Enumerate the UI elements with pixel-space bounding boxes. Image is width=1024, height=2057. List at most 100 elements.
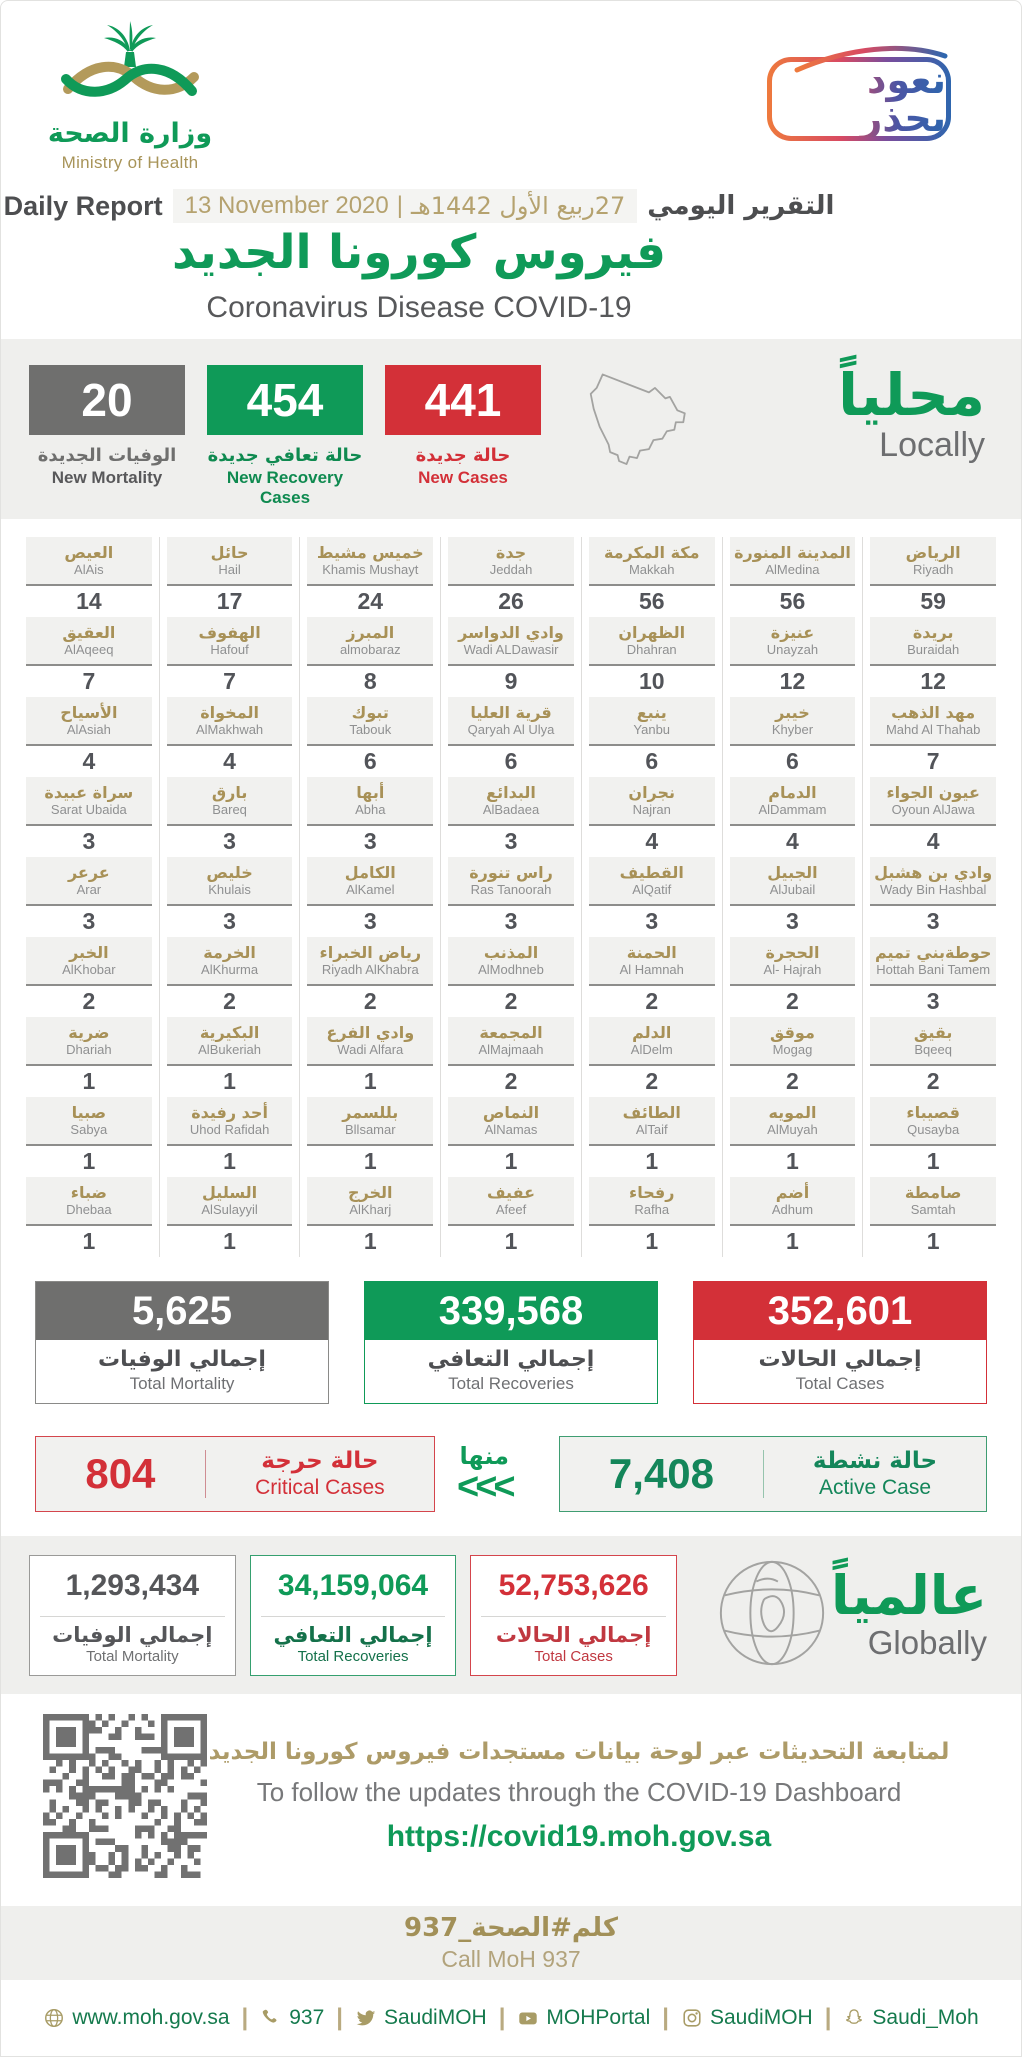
city-case-count: 1 (926, 1228, 940, 1254)
city-case-count: 1 (82, 1148, 96, 1174)
city-case-count: 3 (786, 908, 799, 934)
city-case-count: 17 (216, 588, 243, 614)
date-hijri: 27ربيع الأول 1442هـ (411, 192, 626, 220)
locally-heading-ar: محلياً (838, 361, 985, 429)
city-name-ar: الظهران (618, 622, 686, 642)
call-line-ar: كلم#الصحة_937 (404, 1913, 618, 1943)
city-name-en: Uhod Rafidah (189, 1121, 270, 1137)
total-mortality-label-ar: إجمالي الوفيات (98, 1347, 266, 1372)
cities-column: خميس مشيط Khamis Mushayt 24 المبرز almobaraz… (300, 537, 442, 1257)
city-name-ar: موقق (770, 1022, 815, 1042)
city-case-count: 10 (638, 668, 665, 694)
city-name-box: الرياض Riyadh (870, 537, 997, 586)
total-recoveries-value: 339,568 (365, 1282, 657, 1340)
city-case-count: 1 (645, 1228, 659, 1254)
locally-heading: محلياً Locally (838, 365, 993, 465)
city-name-box: عرعر Arar (26, 857, 152, 906)
city-name-en: Sarat Ubaida (50, 801, 127, 817)
city-case-count: 7 (926, 748, 940, 774)
critical-cases-box: 804 حالة حرجة Critical Cases (35, 1436, 435, 1512)
city-name-box: عيون الجواء Oyoun AlJawa (870, 777, 997, 826)
city-name-box: الخرمة AlKhurma (166, 937, 293, 986)
city-name-ar: المويه (768, 1102, 817, 1122)
city-name-en: AlMedina (765, 561, 820, 577)
city-name-box: موقق Mogag (729, 1017, 856, 1066)
city-name-box: الخبر AlKhobar (26, 937, 152, 986)
city-name-box: الكامل AlKamel (307, 857, 434, 906)
city-name-box: الحمنة Al Hamnah (588, 937, 715, 986)
city-name-ar: الكامل (344, 862, 396, 882)
total-mortality-label-en: Total Mortality (129, 1374, 235, 1393)
city-name-box: العقيق AlAqeeq (26, 617, 152, 666)
city-name-box: النماص AlNamas (448, 1097, 574, 1146)
city-name-en: Khyber (771, 721, 814, 737)
city-name-en: AlMuyah (767, 1121, 818, 1137)
dashboard-text-en: To follow the updates through the COVID-… (256, 1776, 902, 1807)
city-case-count: 6 (645, 748, 659, 774)
city-name-en: Hafouf (210, 641, 249, 657)
global-recoveries-label-en: Total Recoveries (297, 1647, 409, 1665)
city-name-ar: أحد رفيدة (191, 1102, 268, 1122)
city-name-en: AlDammam (758, 801, 827, 817)
new-mortality-label-ar: الوفيات الجديدة (37, 445, 177, 466)
city-name-ar: قرية العليا (470, 702, 552, 722)
city-name-ar: جدة (495, 542, 527, 562)
new-recovery-value: 454 (207, 365, 363, 435)
badge-text: نعود بحذر (772, 61, 946, 137)
return-cautiously-badge: نعود بحذر (767, 45, 951, 141)
logo-title-en: Ministry of Health (61, 153, 199, 172)
city-name-box: أبها Abha (307, 777, 434, 826)
city-name-box: نجران Najran (588, 777, 715, 826)
city-name-en: Riyadh AlKhabra (321, 961, 419, 977)
dashboard-section: لمتابعة التحديثات عبر لوحة بيانات مستجدا… (1, 1694, 1021, 1894)
cities-column: جدة Jeddah 26 وادي الدواسر Wadi ALDawasir 9 قر… (441, 537, 582, 1257)
city-name-box: المذنب AlModhneb (448, 937, 574, 986)
divider (762, 1450, 764, 1498)
city-name-ar: الهفوف (198, 622, 261, 642)
global-cases-label-en: Total Cases (534, 1647, 613, 1665)
city-name-ar: الحجرة (765, 942, 820, 962)
footer-link-mohportal[interactable]: MOHPortal (517, 2006, 650, 2030)
city-case-count: 3 (926, 988, 940, 1014)
footer-link-label: SaudiMOH (709, 2006, 813, 2029)
city-name-ar: تبوك (351, 702, 389, 722)
city-name-en: AlBukeriah (198, 1041, 262, 1057)
city-name-box: وادي الفرع Wadi Alfara (307, 1017, 434, 1066)
city-name-box: بقيق Bqeeq (870, 1017, 997, 1066)
dashboard-url[interactable]: https://covid19.moh.gov.sa (386, 1819, 772, 1853)
footer-link-label: MOHPortal (546, 2006, 651, 2029)
report-label-en: Daily Report (3, 190, 163, 221)
city-name-box: جدة Jeddah (448, 537, 574, 586)
footer-link-saudimoh[interactable]: SaudiMOH (355, 2006, 487, 2030)
city-name-en: AlAis (74, 561, 104, 577)
city-name-en: AlAqeeq (64, 641, 114, 657)
city-case-count: 4 (926, 828, 940, 854)
critical-value: 804 (85, 1450, 156, 1497)
footer-link-937[interactable]: 937 (260, 2006, 324, 2030)
footer-link-www-moh-gov-sa[interactable]: www.moh.gov.sa (43, 2006, 230, 2030)
totals-section: 5,625 إجمالي الوفيات Total Mortality 339… (1, 1267, 1021, 1410)
city-name-box: الدلم AlDelm (588, 1017, 715, 1066)
city-case-count: 1 (363, 1228, 377, 1254)
city-name-ar: نجران (628, 782, 676, 802)
city-name-en: Oyoun AlJawa (891, 801, 975, 817)
saudi-map-icon (577, 367, 697, 484)
city-case-count: 26 (498, 588, 524, 614)
city-name-box: الهفوف Hafouf (166, 617, 293, 666)
city-name-en: AlKamel (346, 881, 395, 897)
city-case-count: 1 (363, 1068, 377, 1094)
city-case-count: 1 (504, 1148, 518, 1174)
call-banner: كلم#الصحة_937 Call MoH 937 (1, 1906, 1021, 1980)
city-case-count: 1 (645, 1148, 659, 1174)
footer-link-label: SaudiMOH (383, 2006, 487, 2029)
city-name-en: Al- Hajrah (763, 961, 822, 977)
city-name-ar: الخرمة (203, 942, 256, 962)
badge-swoosh-icon (794, 45, 948, 73)
city-case-count: 3 (504, 828, 518, 854)
footer-link-saudimoh[interactable]: SaudiMOH (681, 2006, 813, 2030)
footer-link-saudi-moh[interactable]: Saudi_Moh (843, 2006, 979, 2030)
city-name-ar: خليص (206, 862, 253, 882)
active-label-en: Active Case (818, 1475, 931, 1499)
city-name-box: بريدة Buraidah (870, 617, 997, 666)
twitter-icon (355, 2007, 377, 2029)
